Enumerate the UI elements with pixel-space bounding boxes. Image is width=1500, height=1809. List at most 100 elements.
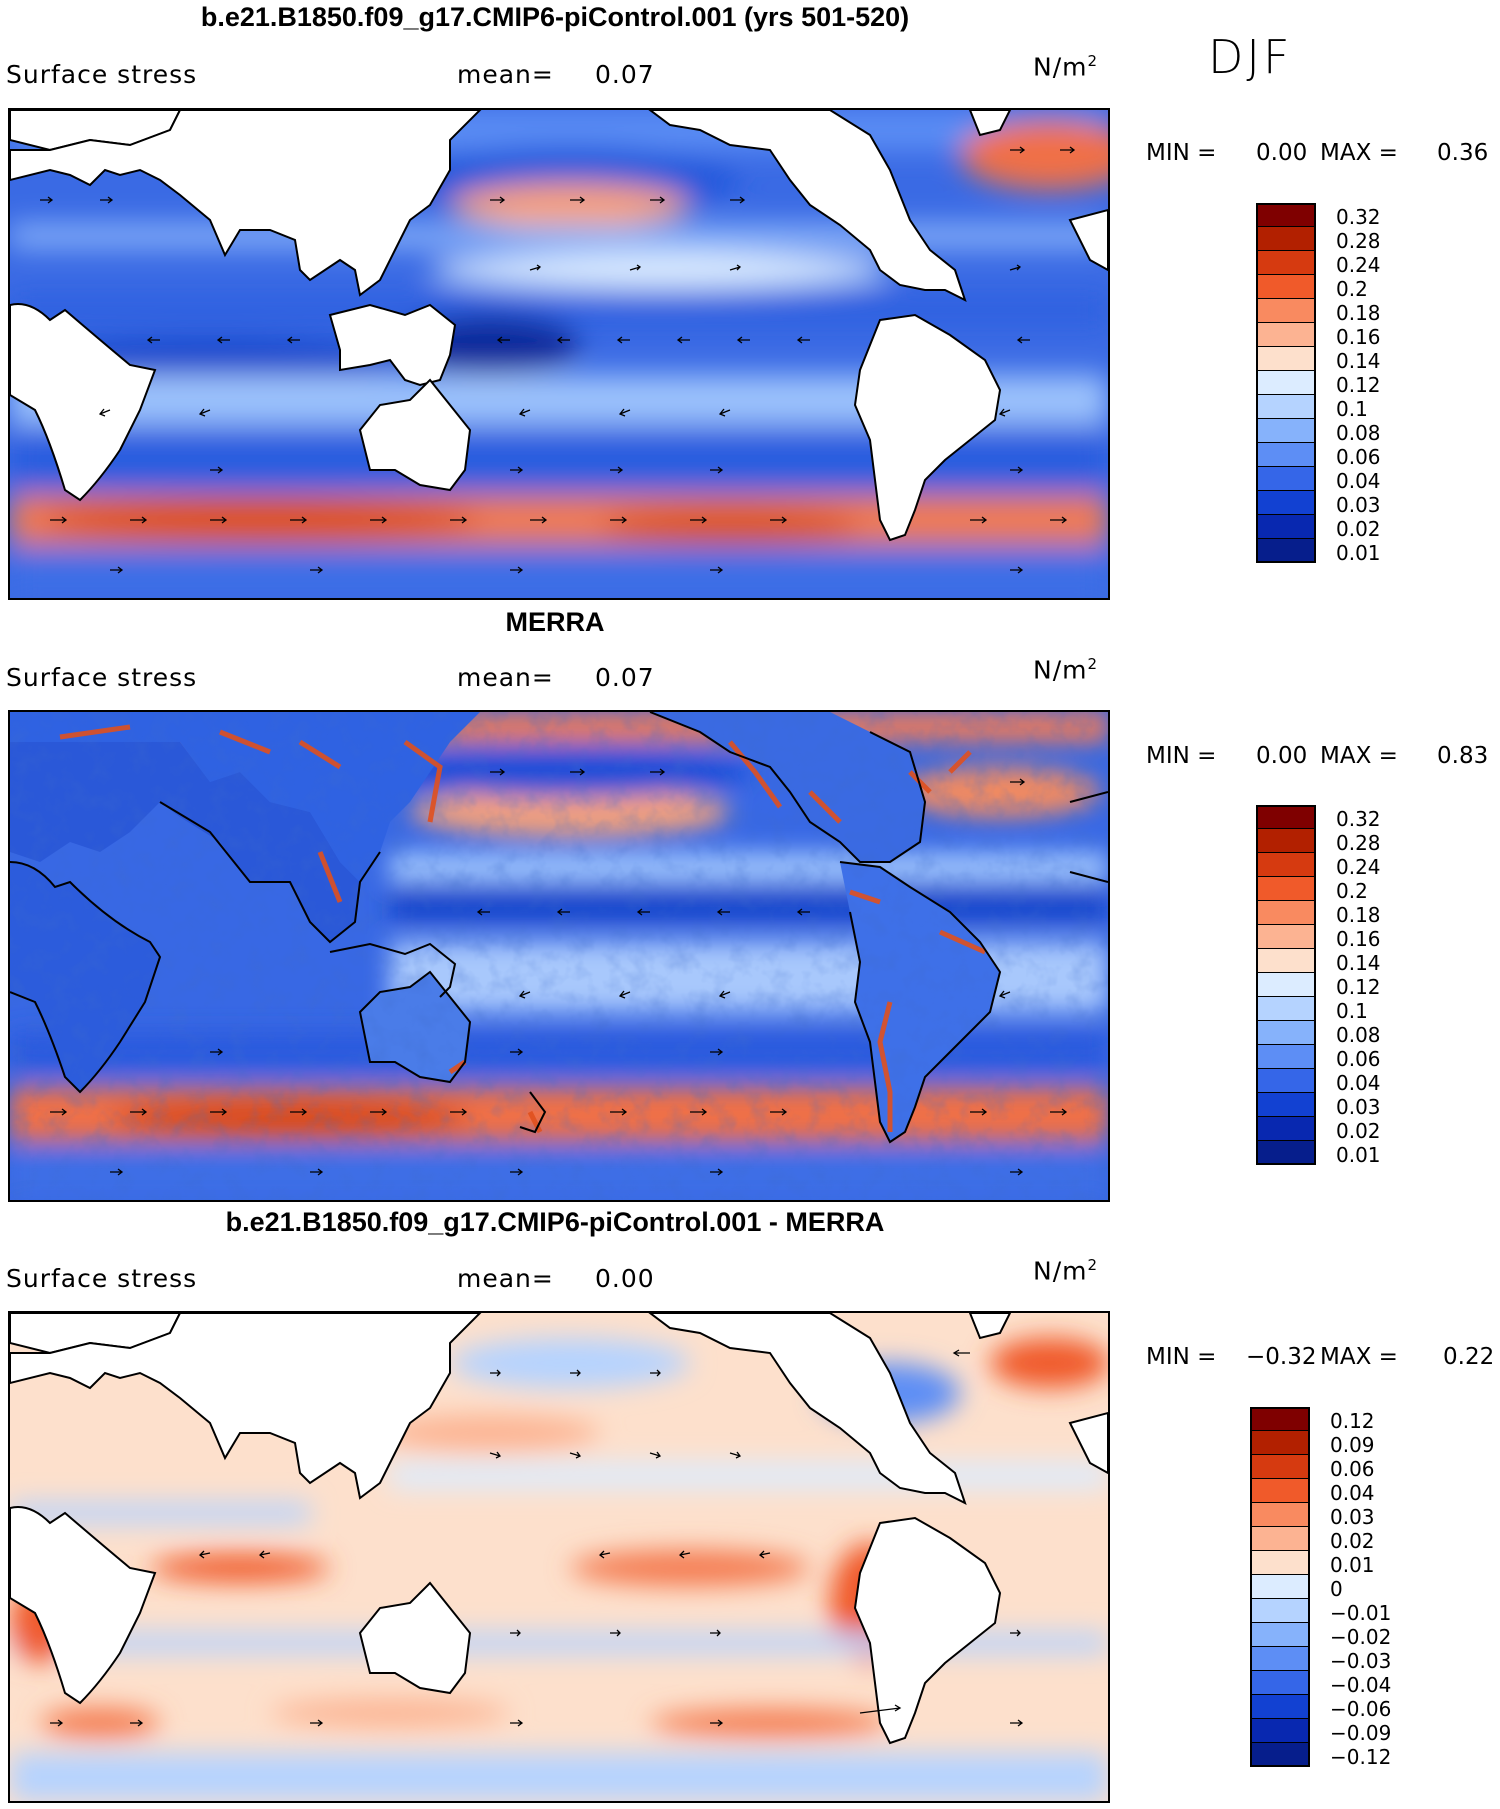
colorbar-tick-label: 0.01 bbox=[1330, 1553, 1375, 1577]
panel-3-max-label: MAX = bbox=[1320, 1344, 1398, 1370]
colorbar-tick-label: 0.08 bbox=[1336, 1023, 1381, 1047]
panel-3-min-value: −0.32 bbox=[1246, 1344, 1317, 1370]
panel-1-mean-label: mean= bbox=[457, 60, 554, 89]
colorbar-swatch bbox=[1256, 491, 1316, 515]
colorbar-tick-label: 0.32 bbox=[1336, 807, 1381, 831]
panel-1-map bbox=[8, 108, 1110, 600]
panel-3-units: N/m2 bbox=[1033, 1256, 1099, 1286]
colorbar-swatch bbox=[1256, 805, 1316, 829]
colorbar-swatch bbox=[1256, 829, 1316, 853]
panel-3-title: b.e21.B1850.f09_g17.CMIP6-piControl.001 … bbox=[225, 1207, 885, 1237]
season-label: DJF bbox=[1208, 30, 1293, 84]
colorbar-swatch bbox=[1256, 1021, 1316, 1045]
panel-3-mean-value: 0.00 bbox=[595, 1264, 655, 1293]
panel-3-variable: Surface stress bbox=[6, 1264, 198, 1293]
colorbar-swatch bbox=[1256, 419, 1316, 443]
colorbar-swatch bbox=[1256, 203, 1316, 227]
colorbar-swatch bbox=[1256, 227, 1316, 251]
colorbar-swatch bbox=[1250, 1599, 1310, 1623]
colorbar-swatch bbox=[1256, 925, 1316, 949]
colorbar-swatch bbox=[1256, 251, 1316, 275]
colorbar-swatch bbox=[1256, 323, 1316, 347]
colorbar-swatch bbox=[1256, 853, 1316, 877]
colorbar-tick-label: −0.01 bbox=[1330, 1601, 1392, 1625]
colorbar-tick-label: 0.16 bbox=[1336, 927, 1381, 951]
colorbar-tick-label: 0.12 bbox=[1336, 975, 1381, 999]
colorbar-tick-label: 0.02 bbox=[1330, 1529, 1375, 1553]
colorbar-tick-label: 0.28 bbox=[1336, 831, 1381, 855]
panel-3-map bbox=[8, 1311, 1110, 1803]
colorbar-swatch bbox=[1250, 1455, 1310, 1479]
colorbar-tick-label: 0.12 bbox=[1336, 373, 1381, 397]
colorbar-swatch bbox=[1256, 1069, 1316, 1093]
colorbar-frame bbox=[1256, 203, 1316, 563]
panel-1-max-label: MAX = bbox=[1320, 140, 1398, 166]
colorbar-tick-label: 0.18 bbox=[1336, 301, 1381, 325]
panel-1-title: b.e21.B1850.f09_g17.CMIP6-piControl.001 … bbox=[200, 2, 910, 32]
colorbar-swatch bbox=[1256, 1117, 1316, 1141]
colorbar-tick-label: 0.14 bbox=[1336, 349, 1381, 373]
colorbar-tick-label: 0.1 bbox=[1336, 397, 1368, 421]
colorbar-swatch bbox=[1250, 1407, 1310, 1431]
colorbar-swatch bbox=[1256, 299, 1316, 323]
colorbar-tick-label: 0.28 bbox=[1336, 229, 1381, 253]
colorbar-tick-label: 0.01 bbox=[1336, 1143, 1381, 1167]
panel-3-mean-label: mean= bbox=[457, 1264, 554, 1293]
colorbar-tick-label: 0.2 bbox=[1336, 879, 1368, 903]
panel-1-max-value: 0.36 bbox=[1437, 140, 1489, 166]
panel-1-units: N/m2 bbox=[1033, 52, 1099, 82]
colorbar-tick-label: −0.04 bbox=[1330, 1673, 1392, 1697]
colorbar-tick-label: 0 bbox=[1330, 1577, 1343, 1601]
colorbar-swatch bbox=[1256, 997, 1316, 1021]
colorbar-swatch bbox=[1250, 1647, 1310, 1671]
panel-3-max-value: 0.22 bbox=[1443, 1344, 1495, 1370]
colorbar-swatch bbox=[1250, 1503, 1310, 1527]
colorbar-swatch bbox=[1250, 1431, 1310, 1455]
colorbar-swatch bbox=[1256, 1093, 1316, 1117]
colorbar-swatch bbox=[1256, 949, 1316, 973]
panel-3-min-label: MIN = bbox=[1146, 1344, 1217, 1370]
colorbar-swatch bbox=[1250, 1623, 1310, 1647]
colorbar-tick-label: −0.06 bbox=[1330, 1697, 1392, 1721]
colorbar-swatch bbox=[1256, 443, 1316, 467]
colorbar-tick-label: 0.32 bbox=[1336, 205, 1381, 229]
colorbar-swatch bbox=[1256, 973, 1316, 997]
colorbar-tick-label: 0.09 bbox=[1330, 1433, 1375, 1457]
colorbar-swatch bbox=[1256, 275, 1316, 299]
colorbar-tick-label: 0.18 bbox=[1336, 903, 1381, 927]
colorbar-swatch bbox=[1250, 1479, 1310, 1503]
colorbar-swatch bbox=[1256, 467, 1316, 491]
panel-2-min-label: MIN = bbox=[1146, 743, 1217, 769]
colorbar-tick-label: 0.24 bbox=[1336, 855, 1381, 879]
panel-2-max-value: 0.83 bbox=[1437, 743, 1489, 769]
colorbar-tick-label: 0.06 bbox=[1336, 1047, 1381, 1071]
colorbar-tick-label: 0.14 bbox=[1336, 951, 1381, 975]
colorbar-tick-label: −0.02 bbox=[1330, 1625, 1392, 1649]
panel-2-map bbox=[8, 710, 1110, 1202]
panel-1-min-label: MIN = bbox=[1146, 140, 1217, 166]
colorbar-swatch bbox=[1250, 1527, 1310, 1551]
colorbar-tick-label: 0.16 bbox=[1336, 325, 1381, 349]
panel-2-max-label: MAX = bbox=[1320, 743, 1398, 769]
colorbar-tick-label: 0.04 bbox=[1330, 1481, 1375, 1505]
colorbar-swatch bbox=[1250, 1719, 1310, 1743]
colorbar-tick-label: 0.1 bbox=[1336, 999, 1368, 1023]
colorbar-swatch bbox=[1250, 1743, 1310, 1767]
colorbar-tick-label: 0.03 bbox=[1330, 1505, 1375, 1529]
colorbar-tick-label: 0.04 bbox=[1336, 469, 1381, 493]
colorbar-tick-label: −0.03 bbox=[1330, 1649, 1392, 1673]
colorbar-swatch bbox=[1250, 1575, 1310, 1599]
colorbar-tick-label: 0.06 bbox=[1330, 1457, 1375, 1481]
colorbar-tick-label: 0.03 bbox=[1336, 493, 1381, 517]
colorbar-swatch bbox=[1250, 1551, 1310, 1575]
colorbar-swatch bbox=[1250, 1695, 1310, 1719]
colorbar-swatch bbox=[1256, 395, 1316, 419]
colorbar-swatch bbox=[1256, 515, 1316, 539]
colorbar-tick-label: 0.08 bbox=[1336, 421, 1381, 445]
panel-2-title: MERRA bbox=[505, 607, 605, 637]
colorbar-swatch bbox=[1256, 1045, 1316, 1069]
colorbar-swatch bbox=[1250, 1671, 1310, 1695]
colorbar-swatch bbox=[1256, 877, 1316, 901]
colorbar-tick-label: 0.06 bbox=[1336, 445, 1381, 469]
colorbar-frame bbox=[1250, 1407, 1310, 1767]
